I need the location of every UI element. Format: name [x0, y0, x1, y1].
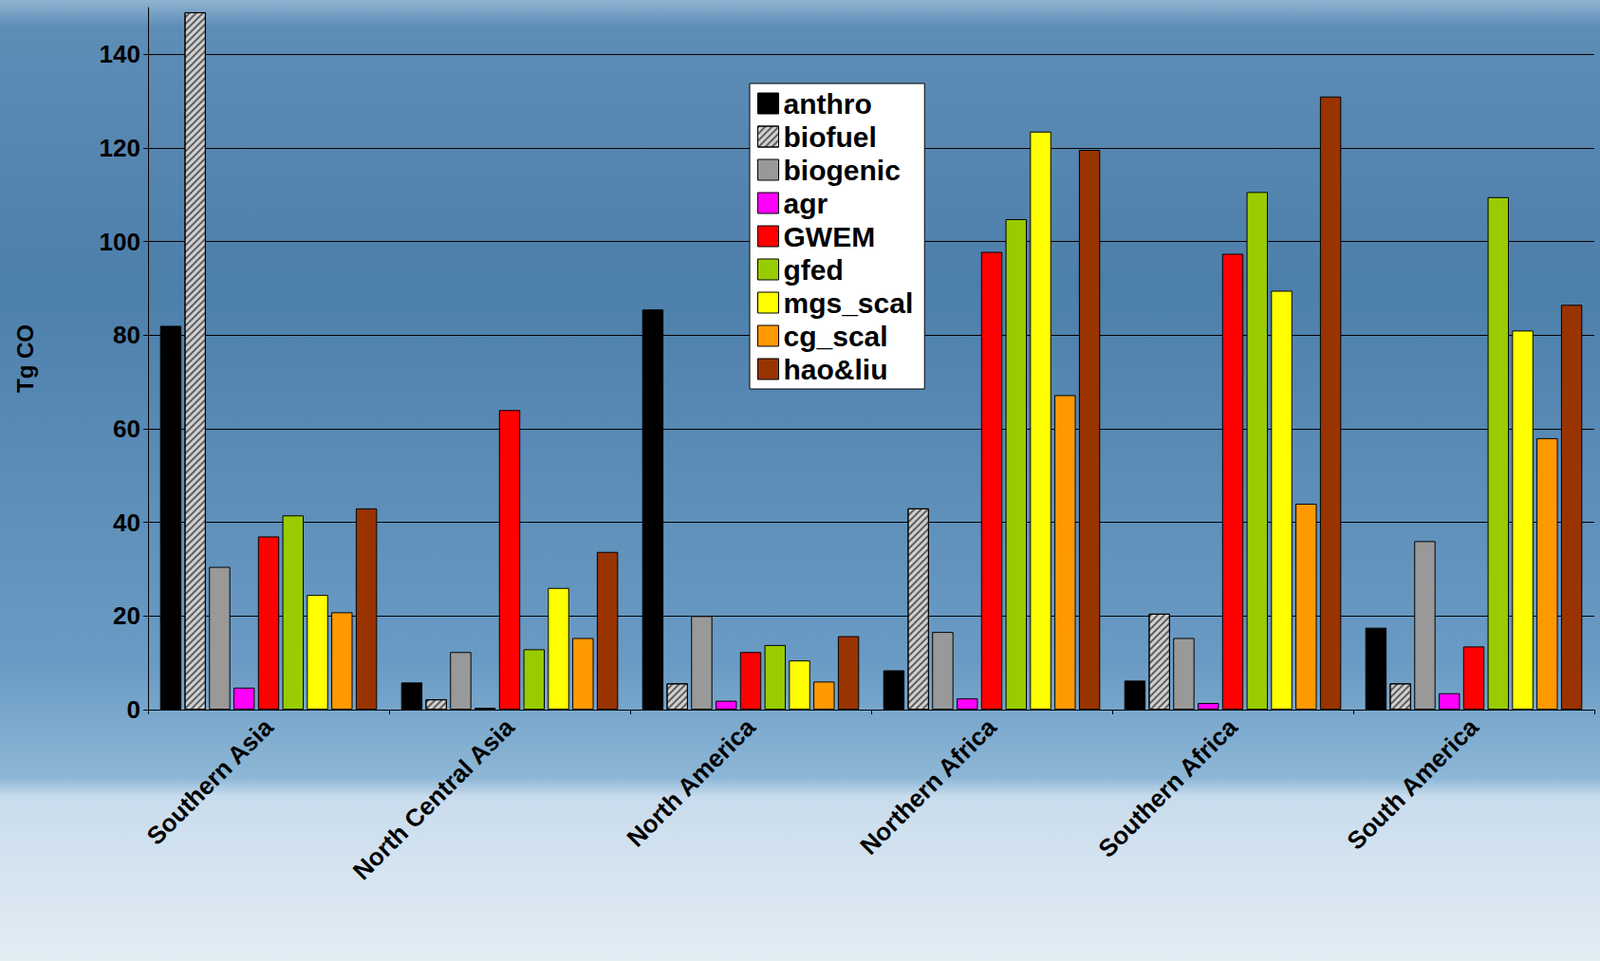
svg-text:20: 20: [112, 601, 141, 631]
svg-text:140: 140: [99, 39, 141, 69]
svg-text:40: 40: [112, 508, 141, 538]
svg-text:South America: South America: [1340, 712, 1485, 856]
svg-text:Southern Africa: Southern Africa: [1092, 712, 1244, 864]
svg-text:mgs_scal: mgs_scal: [783, 287, 914, 319]
svg-text:Southern Asia: Southern Asia: [141, 712, 280, 851]
svg-text:80: 80: [112, 320, 141, 350]
svg-text:cg_scal: cg_scal: [783, 320, 889, 353]
svg-text:0: 0: [127, 695, 141, 725]
svg-text:anthro: anthro: [783, 88, 873, 120]
svg-text:gfed: gfed: [783, 254, 844, 286]
svg-text:biofuel: biofuel: [783, 121, 877, 153]
svg-text:100: 100: [99, 227, 141, 257]
svg-text:60: 60: [112, 414, 141, 444]
svg-text:North America: North America: [620, 712, 762, 854]
svg-text:biogenic: biogenic: [783, 154, 901, 187]
svg-text:Northern Africa: Northern Africa: [854, 712, 1003, 861]
svg-text:agr: agr: [783, 187, 829, 220]
svg-text:GWEM: GWEM: [783, 221, 876, 253]
svg-text:120: 120: [99, 133, 141, 163]
svg-text:hao&liu: hao&liu: [783, 353, 889, 386]
svg-text:North Central Asia: North Central Asia: [347, 712, 521, 886]
svg-text:Tg CO: Tg CO: [12, 324, 38, 393]
